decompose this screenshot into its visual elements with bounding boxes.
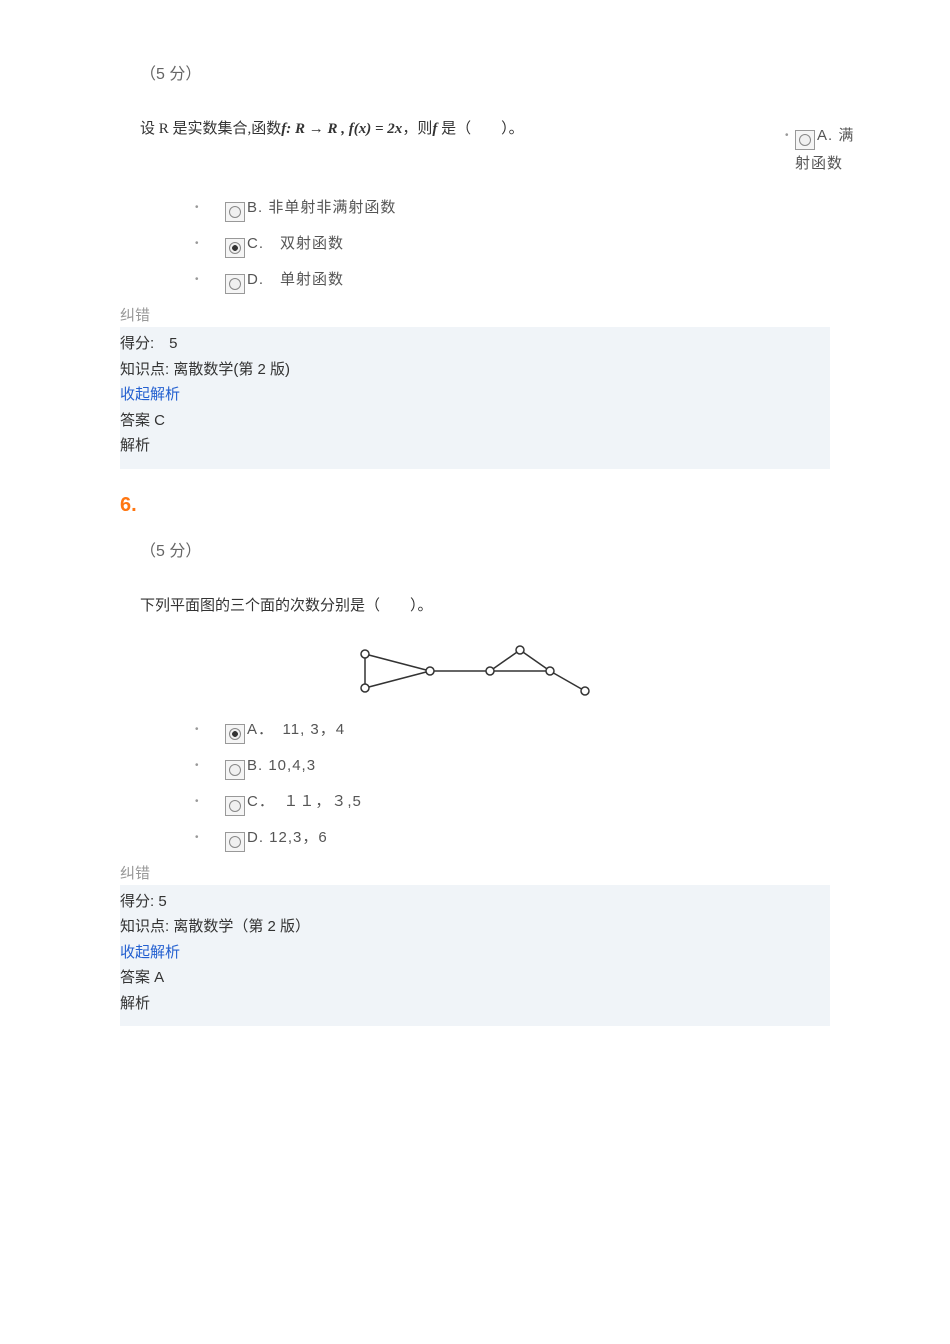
- q5-option-d[interactable]: D. 单射函数: [247, 271, 344, 288]
- radio-icon[interactable]: [225, 832, 245, 852]
- q6-option-d-wrap: D. 12,3，6: [205, 824, 830, 852]
- q6-option-b[interactable]: B. 10,4,3: [247, 757, 316, 774]
- q6-analysis-label: 解析: [120, 991, 830, 1017]
- q6-options: A． 11, 3，4 B. 10,4,3 C． １１，３,5 D. 12,3，6: [205, 716, 830, 852]
- q5-option-b-wrap: B. 非单射非满射函数: [205, 194, 830, 222]
- q5-stem-mid: ，则: [402, 121, 432, 137]
- q6-meta: 得分: 5 知识点: 离散数学（第 2 版） 收起解析 答案 A 解析: [120, 885, 830, 1027]
- q6-points: （5 分）: [140, 537, 830, 561]
- q5-score: 得分: 5: [120, 331, 830, 357]
- radio-icon[interactable]: [225, 796, 245, 816]
- q6-knowledge-point: 知识点: 离散数学（第 2 版）: [120, 914, 830, 940]
- q6-graph: [335, 636, 615, 706]
- q6-correction-link[interactable]: 纠错: [120, 862, 830, 883]
- q6-option-a[interactable]: A． 11, 3，4: [247, 721, 345, 738]
- q5-analysis-label: 解析: [120, 433, 830, 459]
- radio-icon-selected[interactable]: [225, 724, 245, 744]
- q5-stem: 设 R 是实数集合,函数f: R → R , f(x) = 2x，则f 是（ ）…: [140, 114, 830, 144]
- q5-answer: 答案 C: [120, 408, 830, 434]
- q6-answer: 答案 A: [120, 965, 830, 991]
- q5-collapse-link[interactable]: 收起解析: [120, 382, 830, 408]
- radio-icon[interactable]: [795, 130, 815, 150]
- q5-meta: 得分: 5 知识点: 离散数学(第 2 版) 收起解析 答案 C 解析: [120, 327, 830, 469]
- q5-option-c[interactable]: C. 双射函数: [247, 235, 344, 252]
- q6-option-a-wrap: A． 11, 3，4: [205, 716, 830, 744]
- q5-option-b[interactable]: B. 非单射非满射函数: [247, 199, 396, 216]
- q5-stem-suffix: 是（ ）。: [437, 121, 523, 137]
- q6-collapse-link[interactable]: 收起解析: [120, 940, 830, 966]
- q5-option-a-wrap: A. 满射函数: [795, 122, 865, 178]
- q5-knowledge-point: 知识点: 离散数学(第 2 版): [120, 357, 830, 383]
- q5-points: （5 分）: [140, 60, 830, 84]
- q5-stem-prefix: 设 R 是实数集合,函数: [140, 121, 281, 137]
- q6-option-b-wrap: B. 10,4,3: [205, 752, 830, 780]
- q5-correction-link[interactable]: 纠错: [120, 304, 830, 325]
- radio-icon-selected[interactable]: [225, 238, 245, 258]
- q5-options: B. 非单射非满射函数 C. 双射函数 D. 单射函数: [205, 194, 830, 294]
- q6-option-c-wrap: C． １１，３,5: [205, 788, 830, 816]
- q5-formula: f: R → R , f(x) = 2x: [281, 121, 402, 137]
- q6-number: 6.: [120, 494, 830, 517]
- q6-option-c[interactable]: C． １１，３,5: [247, 793, 362, 810]
- radio-icon[interactable]: [225, 274, 245, 294]
- radio-icon[interactable]: [225, 760, 245, 780]
- q5-option-c-wrap: C. 双射函数: [205, 230, 830, 258]
- q6-stem: 下列平面图的三个面的次数分别是（ ）。: [140, 591, 830, 621]
- q6-option-d[interactable]: D. 12,3，6: [247, 829, 328, 846]
- q5-option-d-wrap: D. 单射函数: [205, 266, 830, 294]
- q6-score: 得分: 5: [120, 889, 830, 915]
- radio-icon[interactable]: [225, 202, 245, 222]
